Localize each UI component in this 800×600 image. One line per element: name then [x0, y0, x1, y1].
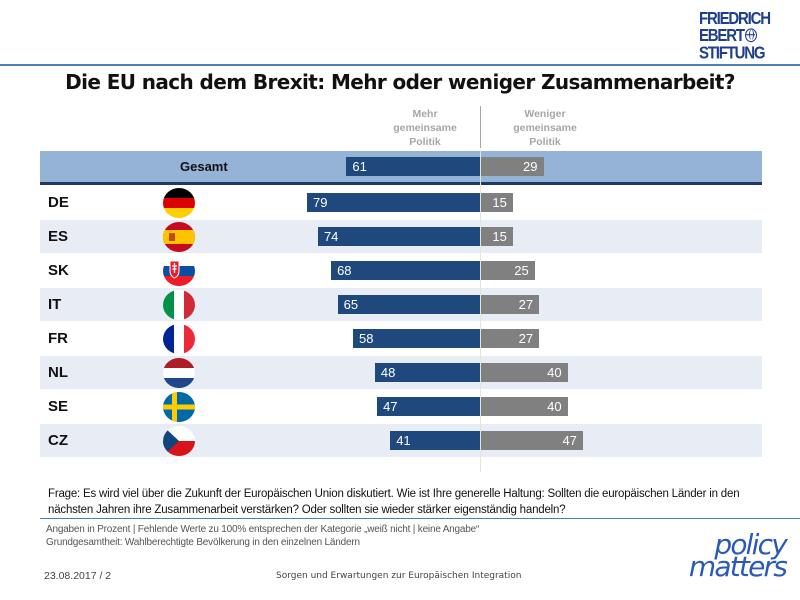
bar-more-policy: 47	[377, 397, 480, 416]
fes-logo: FRIEDRICH EBERT STIFTUNG	[699, 10, 789, 70]
row-label: Gesamt	[180, 159, 228, 174]
data-label-more: 47	[383, 399, 398, 414]
country-row: ES 74 15	[40, 220, 762, 253]
fes-logo-line1: FRIEDRICH	[699, 8, 771, 29]
survey-question: Frage: Es wird viel über die Zukunft der…	[48, 488, 740, 516]
data-label-less: 15	[492, 229, 507, 244]
page-title: Die EU nach dem Brexit: Mehr oder wenige…	[65, 70, 735, 94]
legend-less-policy: Weniger gemeinsame Politik	[490, 107, 600, 149]
total-row: Gesamt 61 29	[40, 151, 762, 185]
legend-more-policy: Mehr gemeinsame Politik	[370, 107, 480, 149]
data-label-more: 68	[337, 263, 352, 278]
legend-less-line: gemeinsame	[513, 122, 577, 134]
footnotes: Angaben in Prozent | Fehlende Werte zu 1…	[46, 523, 479, 549]
flag-sweden-icon	[163, 392, 195, 422]
data-label-more: 48	[380, 365, 396, 380]
row-label: FR	[48, 330, 68, 347]
country-row: CZ 41 47	[40, 424, 762, 457]
bar-less-policy: 15	[480, 227, 513, 246]
row-label: CZ	[48, 432, 68, 449]
data-label-more: 61	[352, 159, 367, 174]
legend-less-line: Politik	[529, 136, 561, 148]
footer-subtitle: Sorgen und Erwartungen zur Europäischen …	[276, 571, 522, 581]
fes-logo-line2: EBERT	[699, 26, 745, 46]
data-label-more: 74	[323, 229, 339, 244]
bar-more-policy: 41	[390, 431, 480, 450]
bar-more-policy: 61	[346, 157, 480, 176]
row-label: DE	[48, 194, 69, 211]
data-label-more: 58	[358, 331, 374, 346]
bar-less-policy: 27	[480, 295, 540, 314]
legend-more-line: Politik	[409, 136, 441, 148]
country-row: NL 48 40	[40, 356, 762, 389]
globe-icon	[744, 28, 757, 43]
data-label-less: 15	[492, 195, 507, 210]
row-label: IT	[48, 296, 62, 313]
policy-matters-logo: policy matters	[666, 528, 788, 583]
row-label: SE	[48, 398, 69, 415]
legend-divider	[480, 106, 481, 148]
fes-logo-line3: STIFTUNG	[699, 43, 766, 63]
pm-logo-line1: policy	[714, 528, 787, 561]
footer-date-page: 23.08.2017 / 2	[44, 570, 112, 582]
bar-more-policy: 79	[306, 193, 480, 212]
legend-more-line: gemeinsame	[393, 122, 457, 134]
data-label-less: 40	[547, 399, 562, 414]
bar-less-policy: 47	[480, 431, 583, 450]
country-row: IT 65 27	[40, 288, 762, 321]
chart-center-axis	[480, 150, 481, 472]
data-label-more: 41	[396, 433, 411, 448]
legend-less-line: Weniger	[524, 108, 566, 120]
bar-more-policy: 58	[352, 329, 480, 348]
data-label-less: 29	[523, 159, 538, 174]
data-label-more: 79	[312, 195, 328, 210]
footnote-units: Angaben in Prozent | Fehlende Werte zu 1…	[46, 524, 480, 535]
bar-more-policy: 68	[331, 261, 480, 280]
header-divider	[0, 64, 800, 66]
bar-less-policy: 40	[480, 397, 568, 416]
country-row: SK 68 25	[40, 254, 762, 287]
flag-spain-icon	[163, 222, 195, 252]
data-label-more: 65	[343, 297, 359, 312]
legend-more-line: Mehr	[412, 108, 438, 120]
row-label: NL	[48, 364, 68, 381]
country-row: DE 79 15	[40, 186, 762, 219]
data-label-less: 40	[547, 365, 562, 380]
bar-less-policy: 27	[480, 329, 540, 348]
row-label: ES	[48, 228, 69, 245]
flag-netherlands-icon	[163, 358, 195, 388]
flag-france-icon	[163, 324, 195, 354]
bar-less-policy: 40	[480, 363, 568, 382]
pm-logo-line2: matters	[688, 550, 788, 583]
data-label-less: 27	[518, 297, 534, 312]
row-label: SK	[48, 262, 69, 279]
bar-less-policy: 25	[480, 261, 535, 280]
flag-slovakia-icon	[163, 256, 195, 286]
bar-less-policy: 15	[480, 193, 513, 212]
footnote-population: Grundgesamtheit: Wahlberechtigte Bevölke…	[46, 537, 360, 548]
country-row: SE 47 40	[40, 390, 762, 423]
data-label-less: 47	[562, 433, 577, 448]
flag-italy-icon	[163, 290, 195, 320]
bar-less-policy: 29	[480, 157, 544, 176]
flag-czechia-icon	[163, 426, 195, 456]
flag-germany-icon	[163, 188, 195, 218]
bar-more-policy: 48	[374, 363, 480, 382]
footer-divider	[40, 518, 800, 519]
country-row: FR 58 27	[40, 322, 762, 355]
bar-more-policy: 65	[337, 295, 480, 314]
data-label-less: 25	[514, 263, 529, 278]
bar-more-policy: 74	[317, 227, 480, 246]
data-label-less: 27	[518, 331, 534, 346]
